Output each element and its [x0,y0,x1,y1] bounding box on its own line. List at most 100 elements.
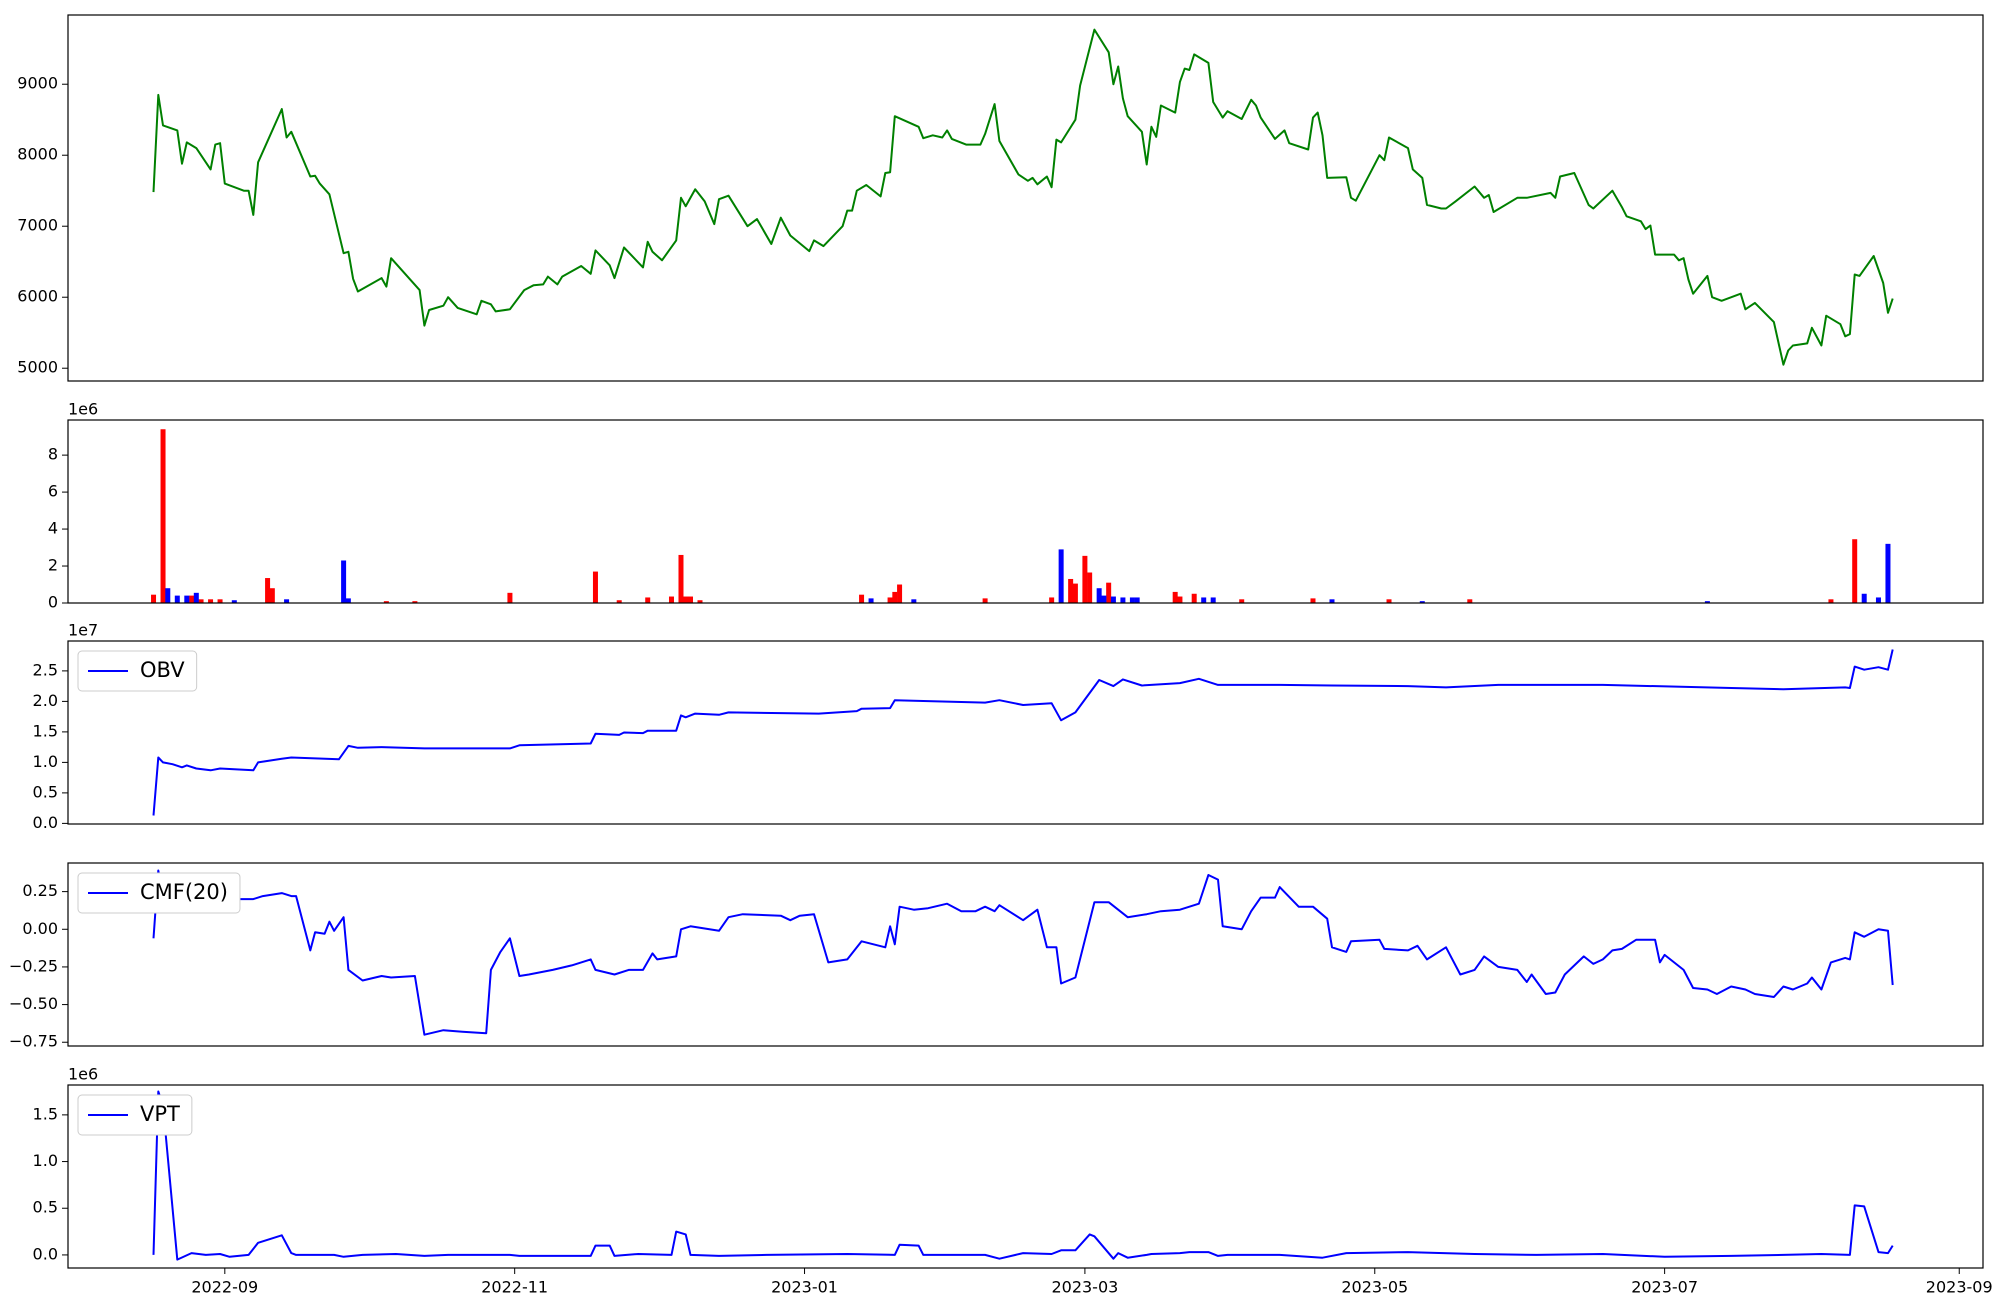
volume-bar [231,600,237,603]
x-tick-label: 2023-05 [1341,1278,1408,1297]
volume-bar [892,591,898,603]
y-tick-label: 1.5 [33,1104,58,1123]
volume-bar [1467,599,1473,603]
volume-bar [383,601,389,603]
volume-bar [184,595,190,603]
x-tick-label: 2023-07 [1631,1278,1698,1297]
volume-bar [217,599,223,603]
volume-bar [208,599,214,603]
y-tick-label: 9000 [17,74,58,93]
y-tick-label: 0.00 [22,919,58,938]
volume-bar [1191,593,1197,603]
volume-bar [160,429,166,603]
volume-bar [165,588,171,603]
offset-label: 1e7 [68,621,98,640]
legend-box [77,650,198,692]
volume-bar [151,594,157,603]
volume-bar [1875,597,1881,603]
y-tick-label: 1.0 [33,1151,58,1170]
volume-bar [198,599,204,603]
volume-bar [982,598,988,603]
y-tick-label: 7000 [17,216,58,235]
volume-bar [269,588,275,603]
volume-bar [616,600,622,603]
volume-bar [1861,593,1867,603]
volume-bar [193,592,199,603]
y-tick-label: 1.5 [33,721,58,740]
volume-bar [1210,597,1216,603]
volume-bar [687,596,693,603]
volume-bar [189,595,195,603]
volume-bar [412,601,418,603]
y-tick-label: 2.0 [33,691,58,710]
y-tick-label: 8000 [17,145,58,164]
y-tick-label: 5000 [17,358,58,377]
volume-bar [1129,597,1135,603]
legend-label: VPT [140,1102,180,1126]
y-tick-label: 0.5 [33,1198,58,1217]
volume-bar [1419,601,1425,603]
x-tick-label: 2022-11 [481,1278,548,1297]
offset-label: 1e6 [68,400,98,419]
y-tick-label: 2.5 [33,660,58,679]
volume-bar [1120,597,1126,603]
offset-label: 1e6 [68,1065,98,1084]
volume-bar [859,594,865,603]
volume-bar [1096,588,1102,603]
y-tick-label: 4 [48,519,58,538]
volume-bar [1828,599,1834,603]
series-line [152,649,1894,816]
y-tick-label: −0.50 [9,994,58,1013]
volume-bar [897,584,903,603]
volume-bar [911,599,917,603]
volume-bar [592,571,598,603]
volume-bar [1310,598,1316,603]
y-tick-label: 0 [48,593,58,612]
x-tick-label: 2023-01 [771,1278,838,1297]
volume-bar [174,595,180,603]
volume-bar [1110,596,1116,603]
series-line [152,869,1894,1036]
volume-bar [1082,555,1088,603]
volume-bar [683,596,689,603]
volume-bar [1852,539,1858,603]
y-tick-label: 2 [48,556,58,575]
volume-bar [1106,582,1112,603]
y-tick-label: 6 [48,482,58,501]
plot-frame [67,419,1984,604]
volume-bar [341,560,347,603]
volume-bar [1386,599,1392,603]
volume-bar [1068,578,1074,603]
volume-bar [1172,591,1178,603]
volume-bar [868,598,874,603]
volume-bar [697,600,703,603]
volume-bar [887,597,893,603]
legend-label: CMF(20) [140,880,228,904]
y-tick-label: 0.5 [33,782,58,801]
x-tick-label: 2023-09 [1926,1278,1993,1297]
volume-bar [1058,549,1064,603]
y-tick-label: 0.25 [22,881,58,900]
volume-bar [1087,572,1093,603]
legend-box [77,1094,193,1136]
y-tick-label: −0.75 [9,1032,58,1051]
plot-frame [67,14,1984,382]
volume-bar [265,578,271,603]
y-tick-label: 6000 [17,287,58,306]
series-line [152,1090,1894,1261]
y-tick-label: 0.0 [33,1244,58,1263]
volume-bar [507,592,513,603]
volume-bar [1049,597,1055,603]
volume-bar [1177,596,1183,603]
legend-box [77,872,241,914]
volume-bar [1072,583,1078,603]
y-tick-label: 1.0 [33,752,58,771]
volume-bar [1885,543,1891,603]
legend-label: OBV [140,658,185,682]
volume-bar [345,598,351,603]
volume-bar [678,554,684,603]
y-tick-label: −0.25 [9,956,58,975]
volume-bar [645,597,651,603]
plot-frame [67,862,1984,1047]
